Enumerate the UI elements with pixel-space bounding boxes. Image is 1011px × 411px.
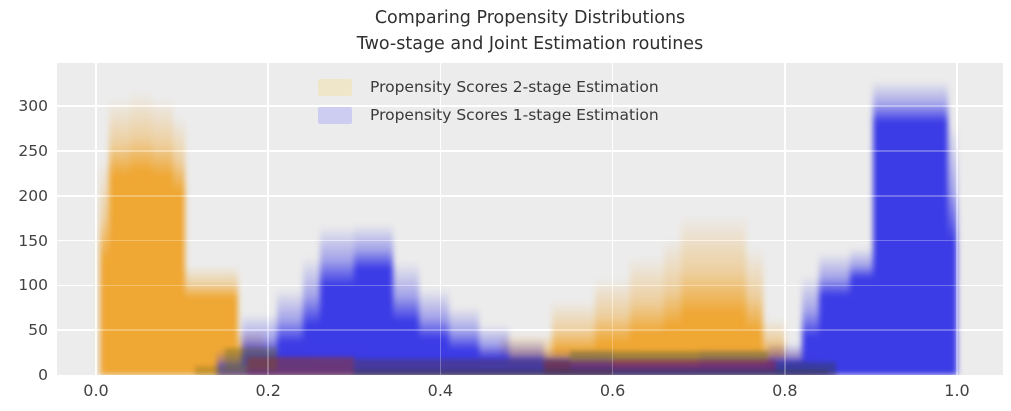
histogram-bar (746, 247, 764, 375)
legend-entry-2stage: Propensity Scores 2-stage Estimation (318, 78, 659, 96)
gridline-vertical (784, 63, 786, 375)
gridline-overlay-vertical (784, 63, 786, 375)
x-tick-label: 1.0 (944, 381, 970, 400)
gridline-overlay-vertical (95, 63, 97, 375)
x-tick-label: 0.0 (83, 381, 109, 400)
legend-swatch-1stage (318, 106, 352, 124)
histogram-bar (850, 247, 873, 375)
gridline-vertical (267, 63, 269, 375)
y-tick-label: 150 (18, 231, 48, 250)
histogram-bar (151, 98, 174, 375)
histogram-bar (872, 80, 949, 375)
x-tick-label: 0.8 (772, 381, 798, 400)
histogram-bar (216, 349, 243, 375)
gridline-overlay-vertical (956, 63, 958, 375)
gridline-horizontal (57, 194, 1003, 197)
gridline-overlay-horizontal (57, 105, 1003, 107)
histogram-bar (173, 116, 185, 375)
x-tick-label: 0.2 (255, 381, 281, 400)
gridline-overlay-horizontal (57, 194, 1003, 197)
overlap-segment (569, 350, 768, 361)
gridline-horizontal (57, 105, 1003, 107)
legend-swatch-2stage (318, 78, 352, 96)
y-tick-label: 300 (18, 97, 48, 116)
legend: Propensity Scores 2-stage Estimation Pro… (318, 78, 659, 134)
gridlines-overlay (57, 63, 1003, 375)
legend-entry-1stage: Propensity Scores 1-stage Estimation (318, 106, 659, 124)
gridline-vertical (439, 63, 442, 375)
gridline-overlay-vertical (439, 63, 442, 375)
x-tick-label: 0.6 (599, 381, 626, 400)
gridline-overlay-horizontal (57, 239, 1003, 242)
histogram-bar (664, 238, 682, 375)
y-tick-label: 200 (18, 186, 48, 205)
legend-label-1stage: Propensity Scores 1-stage Estimation (370, 106, 659, 124)
histogram-bar (354, 224, 394, 375)
histogram-overlap-band (57, 63, 1003, 375)
histogram-bar (948, 123, 957, 375)
overlap-segment (354, 358, 570, 370)
histogram-bar (393, 262, 419, 375)
histogram-bar (302, 256, 320, 375)
gridline-vertical (611, 63, 614, 375)
gridline-vertical (95, 63, 97, 375)
gridline-overlay-horizontal (57, 150, 1003, 152)
gridline-overlay-vertical (267, 63, 269, 375)
overlap-segment (246, 357, 355, 375)
x-tick-label: 0.4 (427, 381, 454, 400)
gridline-horizontal (57, 239, 1003, 242)
histogram-bar (130, 91, 152, 375)
y-tick-label: 250 (18, 141, 48, 160)
overlap-segment (354, 369, 828, 375)
gridlines (57, 63, 1003, 375)
histogram-bar (802, 274, 820, 375)
y-tick-label: 0 (38, 366, 48, 384)
legend-label-2stage: Propensity Scores 2-stage Estimation (370, 78, 659, 96)
chart-title-line1: Comparing Propensity Distributions (374, 8, 686, 28)
overlap-segment (195, 366, 247, 375)
overlap-segment (612, 359, 777, 372)
gridline-overlay-horizontal (57, 329, 1003, 331)
gridline-horizontal (57, 284, 1003, 287)
histogram-bar (819, 253, 851, 375)
histogram-bar (319, 226, 355, 375)
histogram-bar (108, 98, 131, 375)
y-tick-label: 100 (18, 276, 48, 295)
gridline-vertical (956, 63, 958, 375)
overlap-segment (776, 362, 837, 375)
gridline-overlay-horizontal (57, 284, 1003, 287)
plot-area (57, 63, 1003, 375)
chart-title: Comparing Propensity Distributions Two-s… (57, 5, 1003, 57)
gridline-horizontal (57, 329, 1003, 331)
gridline-overlay-vertical (611, 63, 614, 375)
histogram-bar (100, 159, 109, 375)
y-tick-label: 50 (28, 321, 48, 340)
chart-title-line2: Two-stage and Joint Estimation routines (356, 34, 704, 54)
histogram-bar (681, 215, 747, 375)
gridline-horizontal (57, 150, 1003, 152)
